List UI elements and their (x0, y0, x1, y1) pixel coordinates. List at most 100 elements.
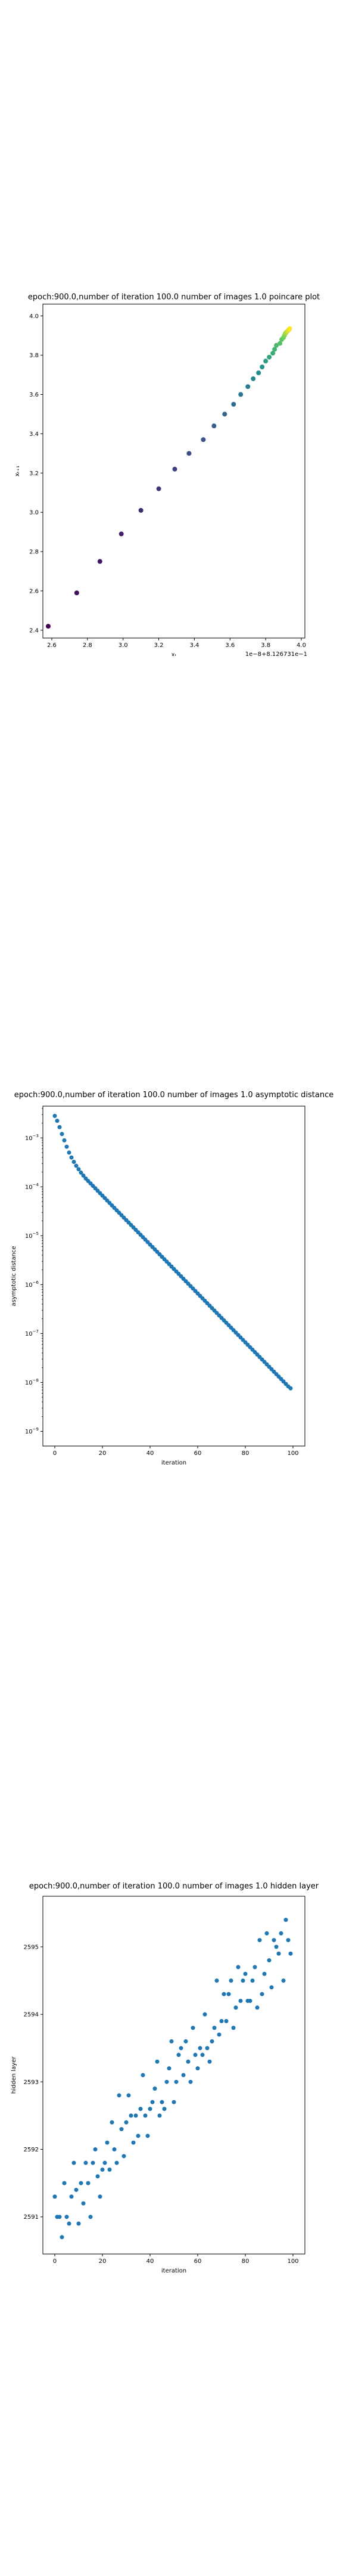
data-point (183, 2039, 188, 2044)
data-point (112, 2147, 117, 2152)
poincare-plot-panel: epoch:900.0,number of iteration 100.0 nu… (0, 286, 343, 658)
data-point (169, 2039, 174, 2044)
data-point (52, 1113, 57, 1118)
data-point (67, 1150, 71, 1155)
data-point (287, 326, 292, 332)
data-point (131, 2140, 136, 2145)
y-tick-label: 3.4 (29, 431, 39, 438)
data-point (267, 1958, 272, 1963)
data-point (198, 2046, 202, 2051)
data-point (172, 466, 177, 472)
y-axis-label: asymptotic distance (11, 1246, 17, 1306)
data-point (129, 2113, 133, 2118)
y-tick-label: 10−4 (25, 1182, 39, 1191)
data-point (155, 2059, 160, 2064)
data-point (110, 2120, 114, 2125)
data-point (286, 1938, 291, 1943)
data-point (136, 2134, 141, 2138)
x-tick-label: 80 (242, 1450, 250, 1457)
data-point (272, 1938, 276, 1943)
y-tick-label: 2593 (24, 2079, 39, 2086)
data-point (121, 2154, 126, 2159)
x-tick-label: 3.4 (189, 642, 199, 649)
data-point (233, 2005, 238, 2010)
y-tick-label: 10−8 (25, 1378, 39, 1386)
y-tick-label: 10−6 (25, 1280, 39, 1289)
data-point (260, 364, 265, 370)
data-point (60, 2235, 64, 2240)
data-point (83, 2160, 88, 2165)
y-tick-label: 10−3 (25, 1134, 39, 1142)
data-point (288, 1386, 293, 1391)
data-point (272, 346, 277, 352)
x-tick-label: 60 (194, 1450, 202, 1457)
x-tick-label: 4.0 (297, 642, 306, 649)
data-point (76, 1167, 81, 1172)
data-point (143, 2113, 148, 2118)
x-tick-label: 100 (287, 1450, 298, 1457)
data-point (114, 2160, 119, 2165)
data-point (270, 351, 276, 356)
data-point (98, 2194, 102, 2199)
x-axis-label: xₜ (172, 652, 177, 656)
data-point (167, 2066, 172, 2071)
plot-frame (42, 304, 305, 639)
data-point (64, 1144, 69, 1149)
data-point (97, 559, 102, 564)
data-point (119, 531, 124, 537)
data-point (186, 2059, 191, 2064)
data-point (231, 2026, 236, 2030)
data-point (263, 358, 269, 364)
data-point (71, 1159, 76, 1164)
y-tick-label: 3.0 (29, 510, 39, 516)
data-point (195, 2066, 200, 2071)
y-tick-label: 3.8 (29, 352, 39, 359)
data-point (150, 2100, 155, 2104)
data-point (95, 2174, 100, 2179)
data-point (207, 2059, 212, 2064)
data-point (186, 451, 192, 456)
plot-frame (42, 1896, 305, 2255)
y-tick-label: 2594 (24, 2012, 39, 2018)
data-point (205, 2046, 210, 2051)
chart-title: epoch:900.0,number of iteration 100.0 nu… (28, 293, 320, 302)
x-tick-label: 0 (53, 2258, 57, 2265)
data-point (117, 2093, 121, 2098)
data-point (172, 2100, 176, 2104)
data-point (267, 354, 272, 360)
data-point (74, 1163, 79, 1168)
data-point (69, 2194, 74, 2199)
data-point (274, 1945, 279, 1949)
y-tick-label: 2591 (24, 2214, 39, 2221)
data-point (229, 1979, 233, 1983)
data-point (179, 2046, 183, 2051)
x-tick-label: 20 (99, 1450, 107, 1457)
data-point (269, 1985, 274, 1990)
data-point (219, 2018, 224, 2023)
data-point (64, 2215, 69, 2219)
data-point (105, 2140, 110, 2145)
y-tick-label: 2.8 (29, 549, 39, 556)
x-tick-label: 3.2 (154, 642, 164, 649)
data-point (81, 2201, 86, 2206)
data-point (133, 2113, 138, 2118)
data-point (214, 1979, 219, 1983)
asymptotic-distance-panel: epoch:900.0,number of iteration 100.0 nu… (0, 1082, 343, 1476)
data-point (157, 2113, 162, 2118)
y-tick-label: 10−5 (25, 1231, 39, 1240)
data-point (222, 411, 227, 417)
x-tick-label: 3.0 (119, 642, 128, 649)
data-point (119, 2127, 124, 2132)
data-point (164, 2079, 169, 2084)
x-tick-label: 0 (53, 1450, 57, 1457)
data-point (93, 2147, 98, 2152)
data-point (188, 2079, 193, 2084)
data-point (156, 486, 161, 491)
data-point (62, 2181, 67, 2185)
data-point (174, 2079, 179, 2084)
data-point (138, 2107, 143, 2111)
x-tick-label: 60 (194, 2258, 202, 2265)
data-point (245, 384, 251, 389)
data-point (217, 2032, 222, 2037)
data-point (57, 2215, 62, 2219)
